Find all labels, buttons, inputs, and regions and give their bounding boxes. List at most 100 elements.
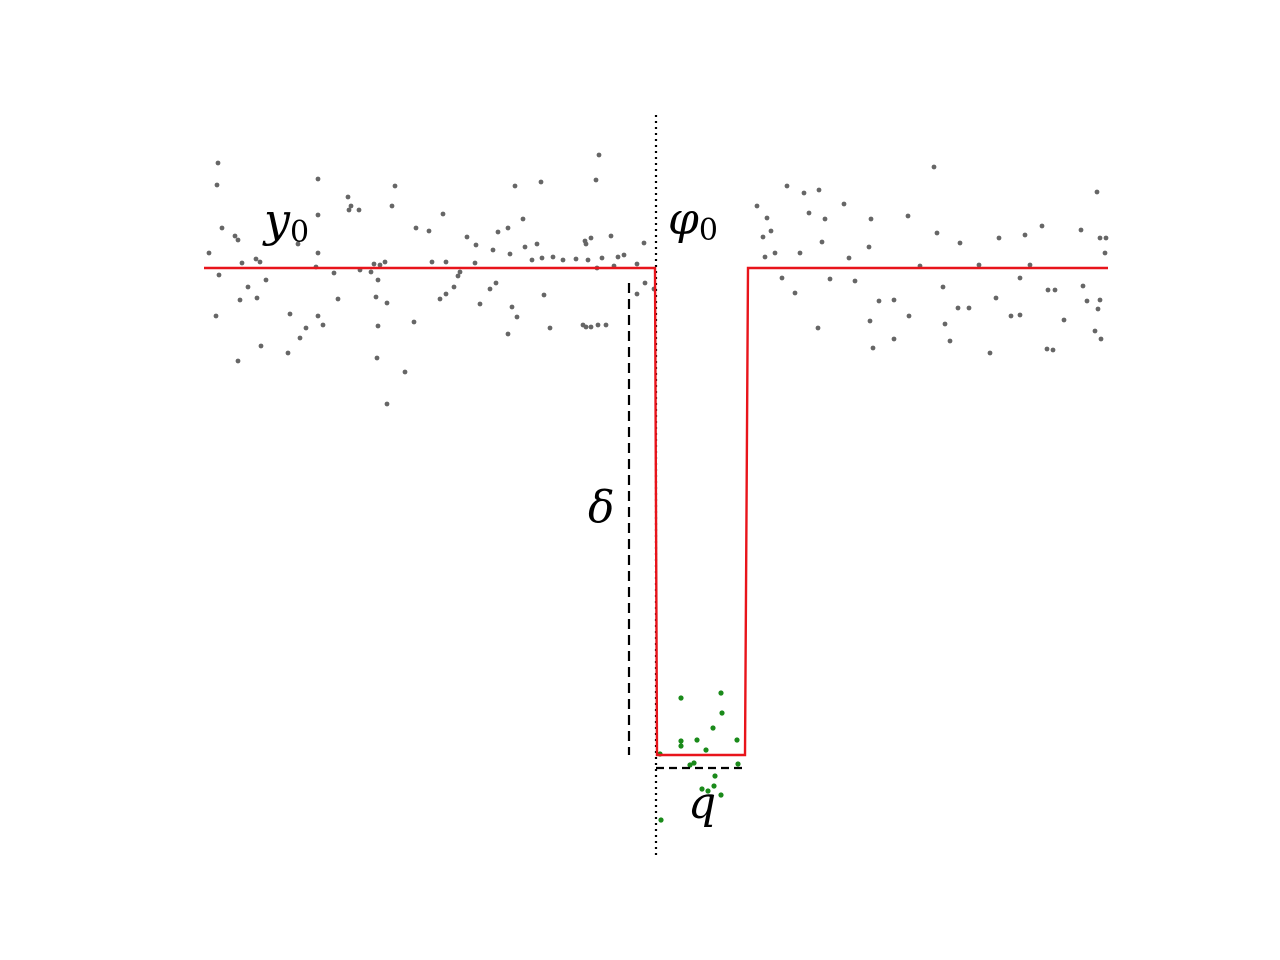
out-of-transit-point xyxy=(966,305,972,311)
in-transit-point xyxy=(691,760,697,766)
out-of-transit-point xyxy=(331,270,337,276)
out-of-transit-point xyxy=(1061,317,1067,323)
out-of-transit-point xyxy=(760,234,766,240)
out-of-transit-point xyxy=(443,259,449,265)
out-of-transit-point xyxy=(996,235,1002,241)
out-of-transit-point xyxy=(219,225,225,231)
out-of-transit-point xyxy=(976,262,982,268)
out-of-transit-point xyxy=(1050,347,1056,353)
out-of-transit-point xyxy=(588,235,594,241)
out-of-transit-point xyxy=(615,254,621,260)
out-of-transit-point xyxy=(621,252,627,258)
out-of-transit-point xyxy=(315,313,321,319)
out-of-transit-point xyxy=(603,322,609,328)
out-of-transit-point xyxy=(297,335,303,341)
out-of-transit-point xyxy=(931,164,937,170)
out-of-transit-point xyxy=(253,256,259,262)
out-of-transit-point xyxy=(1080,283,1086,289)
in-transit-point xyxy=(711,783,717,789)
out-of-transit-point xyxy=(1027,262,1033,268)
out-of-transit-point xyxy=(772,250,778,256)
out-of-transit-point xyxy=(413,225,419,231)
out-of-transit-point xyxy=(905,213,911,219)
in-transit-point xyxy=(705,788,711,794)
out-of-transit-point xyxy=(254,295,260,301)
out-of-transit-point xyxy=(473,242,479,248)
out-of-transit-point xyxy=(529,257,535,263)
out-of-transit-point xyxy=(867,318,873,324)
out-of-transit-point xyxy=(295,241,301,247)
out-of-transit-point xyxy=(258,343,264,349)
out-of-transit-point xyxy=(335,296,341,302)
in-transit-point xyxy=(710,725,716,731)
out-of-transit-point xyxy=(239,260,245,266)
out-of-transit-point xyxy=(315,212,321,218)
out-of-transit-point xyxy=(451,284,457,290)
out-of-transit-point xyxy=(237,297,243,303)
out-of-transit-point xyxy=(547,325,553,331)
out-of-transit-point xyxy=(642,280,648,286)
out-of-transit-point xyxy=(375,277,381,283)
out-of-transit-point xyxy=(402,369,408,375)
out-of-transit-point xyxy=(214,182,220,188)
out-of-transit-point xyxy=(356,207,362,213)
out-of-transit-point xyxy=(285,350,291,356)
out-of-transit-point xyxy=(634,291,640,297)
out-of-transit-point xyxy=(505,331,511,337)
out-of-transit-point xyxy=(411,319,417,325)
box-model-line xyxy=(204,266,1108,757)
out-of-transit-point xyxy=(346,207,352,213)
out-of-transit-point xyxy=(891,336,897,342)
out-of-transit-point xyxy=(384,401,390,407)
out-of-transit-point xyxy=(784,183,790,189)
out-of-transit-point xyxy=(384,300,390,306)
out-of-transit-point xyxy=(947,338,953,344)
out-of-transit-point xyxy=(779,275,785,281)
out-of-transit-point xyxy=(957,240,963,246)
out-of-transit-point xyxy=(1052,287,1058,293)
duration-label: q xyxy=(688,778,716,829)
out-of-transit-point xyxy=(538,179,544,185)
out-of-transit-point xyxy=(345,194,351,200)
out-of-transit-point xyxy=(303,325,309,331)
out-of-transit-point xyxy=(792,290,798,296)
in-transit-point xyxy=(703,747,709,753)
in-transit-point xyxy=(712,773,718,779)
in-transit-point xyxy=(678,738,684,744)
out-of-transit-point xyxy=(490,247,496,253)
out-of-transit-point xyxy=(870,345,876,351)
out-of-transit-point xyxy=(373,294,379,300)
out-of-transit-point xyxy=(1103,235,1109,241)
out-of-transit-point xyxy=(934,230,940,236)
out-of-transit-point xyxy=(641,240,647,246)
out-of-transit-point xyxy=(287,311,293,317)
out-of-transit-point xyxy=(539,255,545,261)
out-of-transit-point xyxy=(599,255,605,261)
phase-label: φ0 xyxy=(668,194,718,248)
out-of-transit-point xyxy=(375,323,381,329)
out-of-transit-point xyxy=(455,273,461,279)
out-of-transit-point xyxy=(392,183,398,189)
out-of-transit-point xyxy=(1017,312,1023,318)
out-of-transit-point xyxy=(426,228,432,234)
out-of-transit-point xyxy=(464,234,470,240)
depth-label: δ xyxy=(588,482,615,533)
out-of-transit-point xyxy=(487,286,493,292)
out-of-transit-point xyxy=(762,254,768,260)
out-of-transit-point xyxy=(368,269,374,275)
out-of-transit-point xyxy=(595,322,601,328)
out-of-transit-point xyxy=(493,280,499,286)
out-of-transit-point xyxy=(235,358,241,364)
out-of-transit-point xyxy=(320,322,326,328)
in-transit-point xyxy=(699,786,705,792)
in-transit-point xyxy=(687,762,693,768)
out-of-transit-point xyxy=(852,278,858,284)
out-of-transit-point xyxy=(457,269,463,275)
out-of-transit-point xyxy=(477,301,483,307)
out-of-transit-point xyxy=(585,257,591,263)
out-of-transit-point xyxy=(588,324,594,330)
out-of-transit-point xyxy=(608,233,614,239)
out-of-transit-point xyxy=(382,259,388,265)
out-of-transit-point xyxy=(371,261,377,267)
